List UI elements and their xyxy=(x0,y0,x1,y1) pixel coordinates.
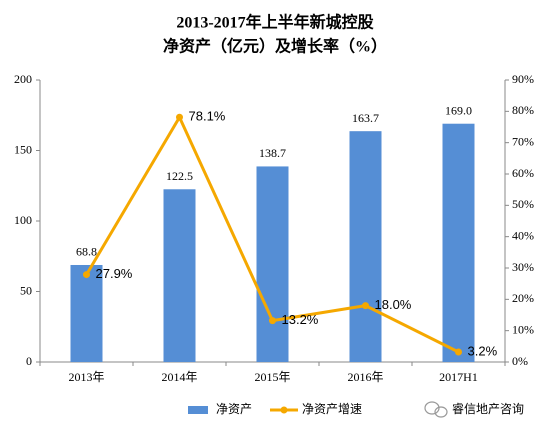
x-tick-label: 2017H1 xyxy=(439,370,478,384)
y2-tick-label: 80% xyxy=(512,103,534,117)
bar xyxy=(442,123,475,363)
x-tick-label: 2013年 xyxy=(68,370,104,384)
legend-swatch xyxy=(280,406,288,414)
legend-swatch xyxy=(188,406,208,414)
bar-value-label: 138.7 xyxy=(259,146,286,160)
line-value-label: 13.2% xyxy=(282,312,319,327)
x-tick-label: 2015年 xyxy=(254,370,290,384)
line-point xyxy=(455,348,462,356)
line-point xyxy=(83,271,90,279)
y2-tick-label: 0% xyxy=(512,354,528,368)
y2-tick-label: 50% xyxy=(512,197,534,211)
y-tick-label: 200 xyxy=(14,72,32,86)
y-tick-label: 150 xyxy=(14,142,32,156)
y2-tick-label: 30% xyxy=(512,260,534,274)
bar-value-label: 68.8 xyxy=(76,245,97,259)
bar xyxy=(349,131,382,362)
y-tick-label: 0 xyxy=(26,354,32,368)
y-tick-label: 100 xyxy=(14,213,32,227)
x-tick-label: 2014年 xyxy=(161,370,197,384)
watermark-icon xyxy=(424,401,448,418)
bar xyxy=(70,264,103,362)
y2-tick-label: 90% xyxy=(512,72,534,86)
line-value-label: 27.9% xyxy=(96,266,133,281)
x-tick-label: 2016年 xyxy=(347,370,383,384)
y2-tick-label: 40% xyxy=(512,228,534,242)
y-tick-label: 50 xyxy=(20,283,32,297)
bar-value-label: 163.7 xyxy=(352,111,379,125)
chart-title: 2013-2017年上半年新城控股 xyxy=(176,13,374,32)
bar-value-label: 169.0 xyxy=(445,103,472,117)
legend-label: 净资产 xyxy=(216,402,252,416)
bar-value-label: 122.5 xyxy=(166,169,193,183)
y2-tick-label: 70% xyxy=(512,134,534,148)
line-point xyxy=(269,317,276,325)
line-point xyxy=(176,113,183,121)
bar xyxy=(163,189,196,362)
watermark: 睿信地产咨询 xyxy=(452,401,524,416)
line-value-label: 78.1% xyxy=(189,109,226,124)
line-point xyxy=(362,302,369,310)
y2-tick-label: 60% xyxy=(512,166,534,180)
line-value-label: 3.2% xyxy=(468,343,498,358)
bar xyxy=(256,166,289,362)
y2-tick-label: 10% xyxy=(512,322,534,336)
y2-tick-label: 20% xyxy=(512,291,534,305)
legend-label: 净资产增速 xyxy=(302,402,362,416)
chart-subtitle: 净资产（亿元）及增长率（%） xyxy=(163,37,387,56)
line-value-label: 18.0% xyxy=(375,297,412,312)
